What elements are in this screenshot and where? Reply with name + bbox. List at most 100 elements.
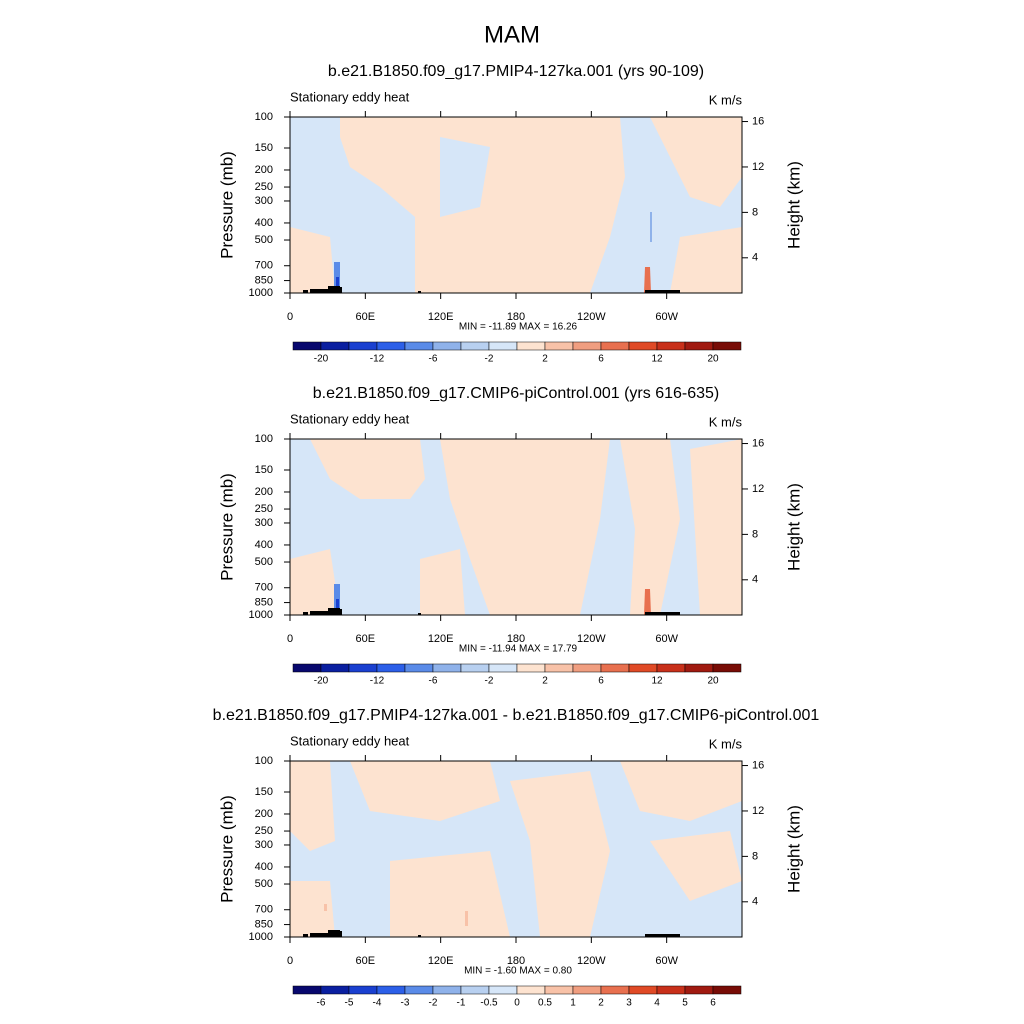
x-tick-label: 60E bbox=[356, 633, 376, 645]
colorbar-box bbox=[516, 985, 546, 995]
contour-region bbox=[510, 771, 610, 937]
y-tick-label: 200 bbox=[255, 164, 273, 176]
y-tick-label: 250 bbox=[255, 503, 273, 515]
x-tick-label: 180 bbox=[507, 633, 525, 645]
colorbar-box bbox=[516, 663, 546, 673]
y-tick-label: 100 bbox=[255, 111, 273, 123]
colorbar-label: -1 bbox=[457, 998, 466, 1009]
y2-axis-label: Height (km) bbox=[784, 805, 803, 893]
colorbar-label: 12 bbox=[651, 354, 663, 365]
colorbar-box bbox=[572, 985, 602, 995]
colorbar-label: -2 bbox=[485, 676, 494, 687]
y-axis-label: Pressure (mb) bbox=[217, 151, 236, 259]
colorbar-box bbox=[488, 985, 518, 995]
y-tick-label: 400 bbox=[255, 217, 273, 229]
y-axis-label: Pressure (mb) bbox=[217, 473, 236, 581]
y-tick-label: 300 bbox=[255, 195, 273, 207]
topography bbox=[645, 934, 680, 937]
colorbar-box bbox=[684, 663, 714, 673]
colorbar-label: -2 bbox=[485, 354, 494, 365]
x-tick-label: 120W bbox=[577, 311, 606, 323]
topography bbox=[310, 933, 330, 937]
colorbar-label: 12 bbox=[651, 676, 663, 687]
colorbar-label: -6 bbox=[429, 676, 438, 687]
colorbar-box bbox=[404, 985, 434, 995]
colorbar-box bbox=[600, 663, 630, 673]
colorbar-label: -5 bbox=[345, 998, 354, 1009]
y2-tick-label: 16 bbox=[752, 437, 764, 449]
y-tick-label: 150 bbox=[255, 786, 273, 798]
colorbar-label: 3 bbox=[626, 998, 632, 1009]
colorbar-label: 0.5 bbox=[538, 998, 552, 1009]
colorbar-box bbox=[544, 985, 574, 995]
colorbar-label: 6 bbox=[598, 354, 604, 365]
contour-region bbox=[690, 439, 742, 615]
y-tick-label: 100 bbox=[255, 755, 273, 767]
y-tick-label: 1000 bbox=[249, 287, 273, 299]
y2-axis-label: Height (km) bbox=[784, 483, 803, 571]
colorbar-box bbox=[684, 341, 714, 351]
contour-region bbox=[650, 831, 742, 901]
y-tick-label: 400 bbox=[255, 539, 273, 551]
stats: MIN = -11.94 MAX = 17.79 bbox=[459, 644, 578, 655]
colorbar-label: -12 bbox=[370, 676, 385, 687]
y-tick-label: 500 bbox=[255, 878, 273, 890]
colorbar-box bbox=[320, 341, 350, 351]
colorbar-box bbox=[432, 663, 462, 673]
colorbar-box bbox=[572, 341, 602, 351]
contour-region bbox=[620, 761, 742, 821]
panel-title: b.e21.B1850.f09_g17.PMIP4-127ka.001 - b.… bbox=[213, 707, 820, 724]
y-tick-label: 1000 bbox=[249, 931, 273, 943]
y-axis-label: Pressure (mb) bbox=[217, 795, 236, 903]
topography bbox=[303, 290, 308, 293]
colorbar-box bbox=[292, 985, 322, 995]
contour-field bbox=[290, 761, 742, 937]
stats: MIN = -1.60 MAX = 0.80 bbox=[464, 966, 572, 977]
colorbar-label: 20 bbox=[707, 354, 719, 365]
colorbar-label: 2 bbox=[542, 676, 548, 687]
y2-tick-label: 16 bbox=[752, 759, 764, 771]
colorbar-label: 2 bbox=[598, 998, 604, 1009]
x-tick-label: 0 bbox=[287, 633, 293, 645]
contour-region bbox=[290, 227, 335, 293]
colorbar-box bbox=[292, 341, 322, 351]
y-tick-label: 400 bbox=[255, 861, 273, 873]
y-tick-label: 200 bbox=[255, 808, 273, 820]
colorbar-box bbox=[544, 341, 574, 351]
colorbar-box bbox=[404, 341, 434, 351]
contour-region bbox=[420, 549, 465, 615]
colorbar-box bbox=[432, 985, 462, 995]
contour-region bbox=[650, 212, 652, 242]
x-tick-label: 60E bbox=[356, 311, 376, 323]
y-tick-label: 850 bbox=[255, 918, 273, 930]
topography bbox=[310, 611, 330, 615]
colorbar-box bbox=[628, 985, 658, 995]
y2-tick-label: 8 bbox=[752, 850, 758, 862]
colorbar-label: -2 bbox=[429, 998, 438, 1009]
y2-tick-label: 4 bbox=[752, 896, 758, 908]
x-tick-label: 120E bbox=[428, 955, 454, 967]
y2-tick-label: 12 bbox=[752, 161, 764, 173]
colorbar-box bbox=[460, 341, 490, 351]
contour-region bbox=[670, 227, 742, 293]
topography bbox=[334, 609, 342, 615]
x-tick-label: 120E bbox=[428, 633, 454, 645]
left-label: Stationary eddy heat bbox=[290, 89, 410, 104]
colorbar-box bbox=[348, 663, 378, 673]
colorbar-label: 6 bbox=[710, 998, 716, 1009]
colorbar-box bbox=[292, 663, 322, 673]
figure-title: MAM bbox=[484, 21, 540, 48]
contour-region bbox=[440, 439, 610, 615]
left-label: Stationary eddy heat bbox=[290, 733, 410, 748]
y-tick-label: 700 bbox=[255, 904, 273, 916]
colorbar-box bbox=[712, 341, 742, 351]
y-tick-label: 500 bbox=[255, 234, 273, 246]
y-tick-label: 700 bbox=[255, 260, 273, 272]
colorbar-label: -0.5 bbox=[480, 998, 498, 1009]
y2-tick-label: 8 bbox=[752, 528, 758, 540]
y-tick-label: 150 bbox=[255, 142, 273, 154]
colorbar-box bbox=[348, 985, 378, 995]
colorbar-box bbox=[516, 341, 546, 351]
x-tick-label: 0 bbox=[287, 311, 293, 323]
